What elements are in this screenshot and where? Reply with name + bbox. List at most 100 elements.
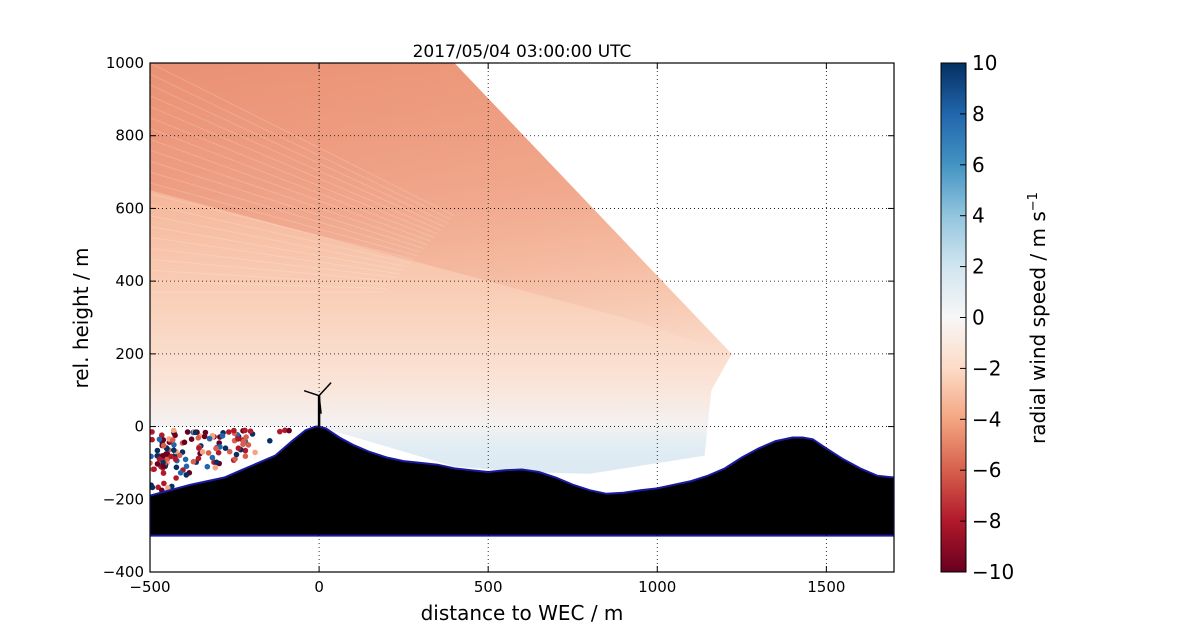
noise-dot <box>160 442 167 449</box>
noise-dot <box>163 451 169 457</box>
noise-dot <box>172 432 178 439</box>
colorbar: −10 −8 −6 −4 −2 0 2 4 6 8 10 radial wind speed / m… <box>940 51 1050 584</box>
scan-line <box>150 73 452 220</box>
colorbar-tick-label: −8 <box>972 509 1001 533</box>
noise-dot <box>165 485 171 491</box>
colorbar-tick-label: 0 <box>972 306 985 330</box>
y-tick-label: 800 <box>115 127 144 145</box>
scan-line <box>150 106 442 231</box>
noise-dot <box>267 438 273 444</box>
noise-dot <box>204 463 211 470</box>
scan-line <box>150 84 448 224</box>
turbine-blade <box>318 382 332 397</box>
scan-line <box>150 269 391 286</box>
noise-dot <box>188 436 195 443</box>
colorbar-tick-label: −2 <box>972 356 1001 380</box>
y-tick-label: 400 <box>115 272 144 290</box>
noise-dot <box>172 456 179 462</box>
colorbar-tick-label: 6 <box>972 153 985 177</box>
noise-dot <box>242 427 248 434</box>
colorbar-tick-label: −6 <box>972 458 1001 482</box>
x-axis-label: distance to WEC / m <box>421 601 624 625</box>
noise-dot <box>183 463 190 470</box>
noise-dot <box>222 445 229 452</box>
scan-line <box>150 95 445 228</box>
noise-dot <box>171 447 177 454</box>
noise-dot <box>242 447 249 454</box>
terrain-profile <box>150 425 894 537</box>
scan-line <box>150 193 414 260</box>
noise-dot <box>195 455 202 462</box>
noise-dot <box>177 470 184 476</box>
noise-dot <box>160 470 167 476</box>
noise-dot <box>235 445 242 452</box>
noise-dot <box>173 475 179 481</box>
colorbar-tick-label: 10 <box>972 51 997 75</box>
noise-dot <box>171 442 177 448</box>
plot-frame <box>149 62 895 573</box>
noise-dot <box>150 429 155 435</box>
noise-dot <box>215 449 222 456</box>
y-tick-label: 200 <box>115 345 144 363</box>
noise-dot <box>233 451 240 458</box>
noise-dot <box>154 461 161 467</box>
y-tick-label: −200 <box>103 490 144 508</box>
noise-dot <box>232 456 238 462</box>
noise-dot <box>160 463 166 470</box>
noise-dot <box>161 480 167 487</box>
noise-dot <box>213 459 220 466</box>
x-tick-label: −500 <box>129 578 170 596</box>
noise-dot <box>150 484 156 491</box>
scan-line <box>150 247 397 279</box>
x-tick-label: 1500 <box>807 578 845 596</box>
noise-dot <box>196 445 202 452</box>
scan-line <box>150 237 401 275</box>
noise-dot <box>181 439 188 446</box>
noise-dot <box>212 465 219 471</box>
scan-line <box>150 226 404 271</box>
noise-dot <box>150 436 155 443</box>
chart-title: 2017/05/04 03:00:00 UTC <box>413 42 632 62</box>
plot-area <box>150 63 894 537</box>
noise-dot <box>243 434 249 440</box>
colorbar-label-superscript: −1 <box>1026 192 1041 211</box>
y-tick-label: 1000 <box>106 54 144 72</box>
noise-dot <box>159 432 165 439</box>
noise-dot <box>242 453 249 460</box>
noise-dot <box>247 428 254 435</box>
x-tick-label: 500 <box>474 578 503 596</box>
scan-line <box>150 160 425 249</box>
noise-dot <box>184 429 191 435</box>
noise-dot <box>192 429 199 436</box>
colorbar-tick-label: −10 <box>972 560 1014 584</box>
noise-dot <box>154 447 161 454</box>
noise-dot <box>219 433 226 439</box>
noise-dot <box>170 437 176 443</box>
y-tick-label: 600 <box>115 199 144 217</box>
y-tick-label: −400 <box>103 563 144 581</box>
colorbar-ticks: −10 −8 −6 −4 −2 0 2 4 6 8 10 <box>960 51 1014 584</box>
colorbar-label-main: radial wind speed / m s <box>1026 211 1050 444</box>
scan-line <box>150 63 455 217</box>
turbine-blade <box>303 389 320 397</box>
scan-line <box>150 171 421 253</box>
scan-line <box>150 127 435 238</box>
scan-line <box>150 117 438 235</box>
noise-dot <box>231 427 237 434</box>
y-axis-ticks: −400 −200 0 200 400 600 800 1000 <box>103 54 894 581</box>
turbine-blade <box>318 395 322 414</box>
scan-line <box>150 280 387 289</box>
y-axis-label: rel. height / m <box>69 247 93 388</box>
noise-dot <box>235 436 241 442</box>
colorbar-tick-label: 8 <box>972 102 985 126</box>
scan-line <box>150 138 431 242</box>
noise-dot <box>168 453 174 460</box>
scan-line <box>150 258 394 282</box>
noise-dot <box>252 449 258 456</box>
noise-dot <box>150 453 154 460</box>
noise-dot <box>240 441 246 448</box>
scan-line <box>150 204 411 264</box>
noise-dot <box>206 435 213 442</box>
colorbar-tick-label: 4 <box>972 204 985 228</box>
noise-dot <box>199 449 206 455</box>
